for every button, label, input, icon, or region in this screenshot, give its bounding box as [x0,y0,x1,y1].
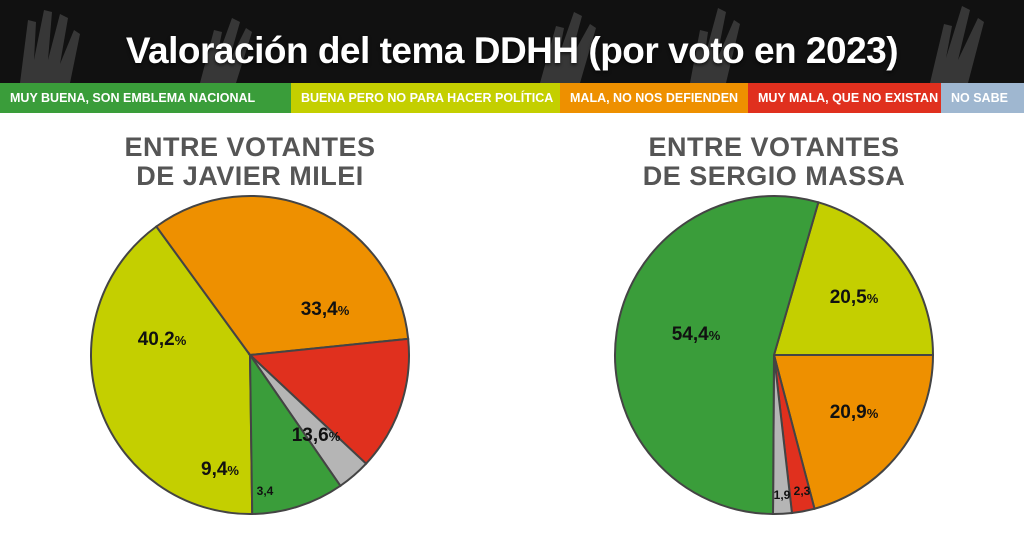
pie-slice-milei-0 [90,225,254,515]
pie-chart-massa: 20,5% 20,9% 2,31,9 54,4% [614,195,935,516]
legend-item-buena: BUENA PERO NO PARA HACER POLÍTICA [291,83,560,113]
pie-label-milei-1: 33,4% [301,299,350,320]
pie-label-milei-2: 13,6% [292,425,341,446]
pie-label-massa-3: 1,9 [774,488,791,502]
legend-item-mala: MALA, NO NOS DEFIENDEN [560,83,748,113]
pie-slice-massa-1 [772,354,935,510]
legend-item-no-sabe: NO SABE [941,83,1024,113]
pie-slice-massa-4 [614,195,820,516]
chart-main-title: Valoración del tema DDHH (por voto en 20… [125,30,899,71]
pie-label-milei-0: 40,2% [138,329,187,350]
pie-label-massa-0: 20,5% [830,287,879,308]
pie-label-massa-4: 54,4% [672,324,721,345]
raised-hands-background [20,6,984,83]
chart-title-milei-line1: ENTRE VOTANTES [124,132,376,162]
pie-label-massa-1: 20,9% [830,402,879,423]
chart-title-massa-line2: DE SERGIO MASSA [642,161,906,191]
pie-slice-milei-1 [154,195,410,357]
pie-label-massa-2: 2,3 [794,484,811,498]
pie-label-milei-4: 9,4% [201,459,239,480]
pie-slice-massa-0 [772,201,935,356]
pie-label-milei-3: 3,4 [257,484,274,498]
chart-title-milei-line2: DE JAVIER MILEI [136,161,364,191]
legend: MUY BUENA, SON EMBLEMA NACIONAL BUENA PE… [0,83,1024,113]
pie-slice-milei-4 [248,351,342,515]
pie-slice-milei-2 [247,337,410,466]
legend-item-muy-buena: MUY BUENA, SON EMBLEMA NACIONAL [0,83,291,113]
chart-title-massa-line1: ENTRE VOTANTES [648,132,900,162]
header-banner: Valoración del tema DDHH (por voto en 20… [0,0,1024,83]
chart-title-milei: ENTRE VOTANTES DE JAVIER MILEI [100,133,400,191]
legend-item-muy-mala: MUY MALA, QUE NO EXISTAN [748,83,941,113]
chart-title-massa: ENTRE VOTANTES DE SERGIO MASSA [624,133,924,191]
pie-chart-milei: 40,2% 33,4% 13,6% 3,4 9,4% [90,195,410,515]
